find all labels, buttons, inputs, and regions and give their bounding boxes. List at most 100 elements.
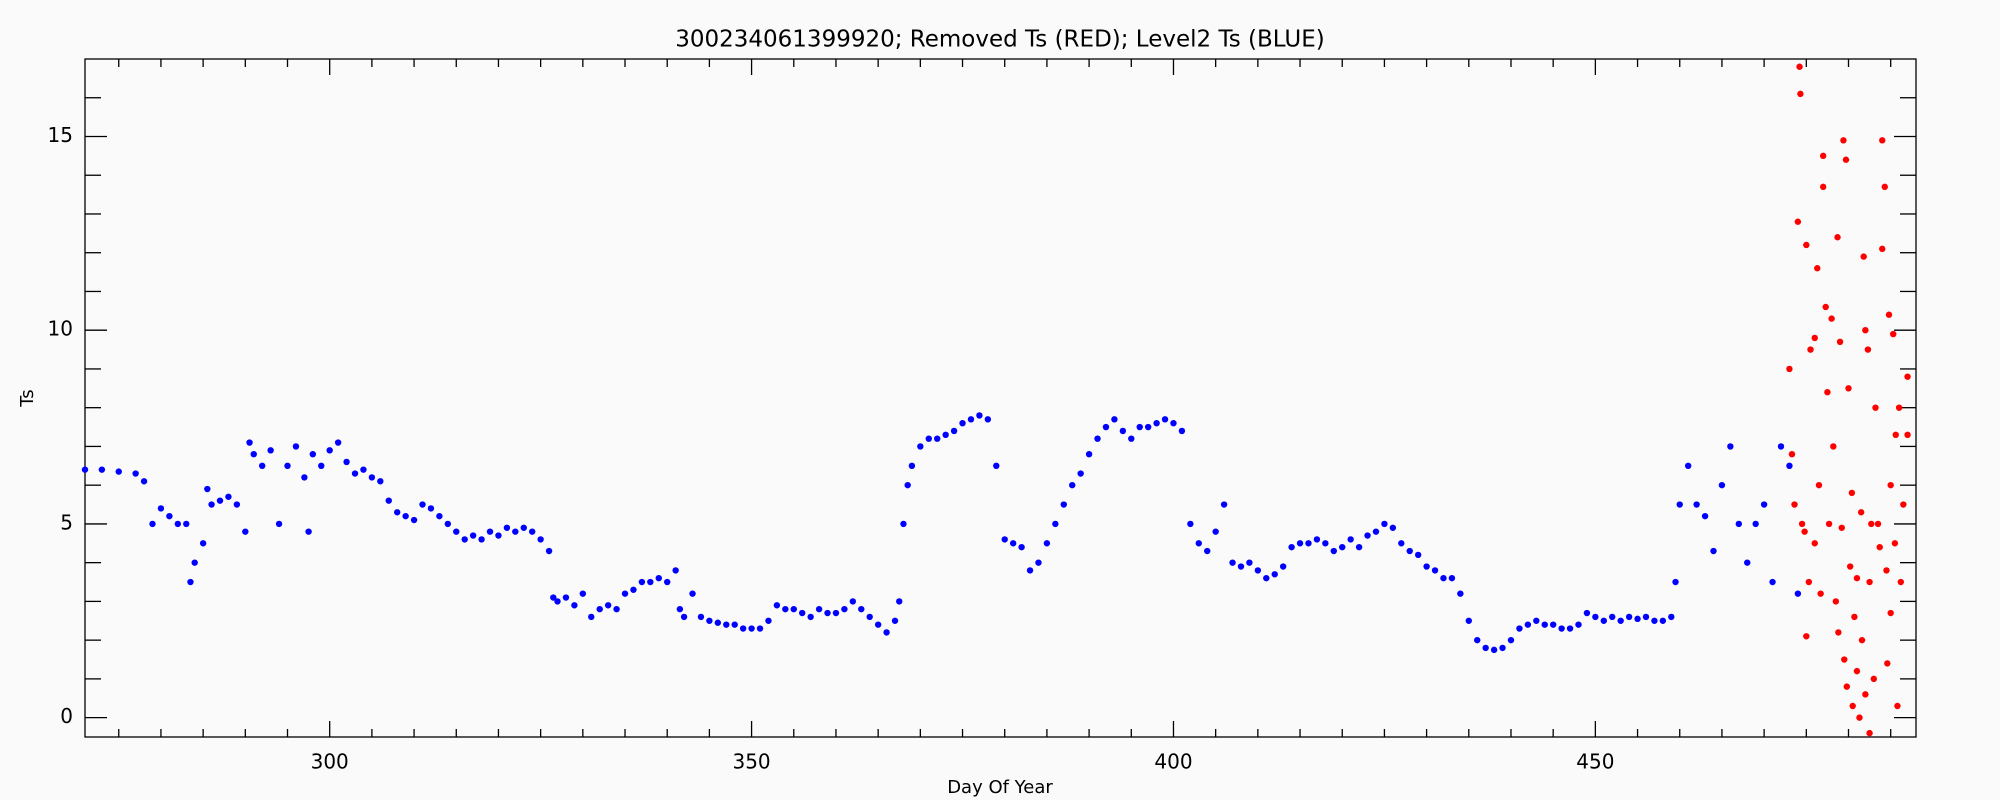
data-point [1811,334,1818,342]
data-point [613,605,620,613]
data-point [1862,691,1869,698]
data-point [942,431,949,439]
data-point [132,470,139,477]
data-point [191,559,198,566]
data-point [756,625,764,632]
data-point [1890,330,1897,338]
data-point [1296,540,1304,547]
data-point [731,621,738,628]
data-point [1819,183,1827,191]
data-point [1874,520,1882,528]
data-point [140,478,148,485]
data-point [1860,253,1867,260]
data-point [174,520,182,528]
data-point [647,578,654,586]
data-point [1220,501,1228,508]
data-point [444,520,452,528]
data-point [1786,365,1793,373]
data-point [503,524,511,531]
data-point [1490,646,1498,654]
data-point [1060,501,1067,508]
data-point [208,501,215,508]
data-point [326,447,333,454]
data-point [1891,540,1899,547]
data-point [1835,629,1842,636]
data-point [799,609,806,617]
data-point [1237,563,1245,570]
data-point [1381,520,1388,528]
data-point [1744,559,1751,566]
data-point [1904,431,1911,439]
data-point [1170,419,1177,427]
data-point [305,528,312,535]
data-point [765,617,772,624]
data-point [1822,303,1829,311]
data-point [1897,578,1905,586]
data-point [959,419,966,427]
data-point [680,613,688,621]
data-point [849,598,857,605]
data-point [1849,702,1856,710]
data-point [1111,416,1118,423]
data-point [187,578,194,586]
data-point [1322,540,1329,547]
data-point [1600,617,1608,624]
data-point [1575,621,1582,628]
data-point [1372,528,1380,535]
data-point [419,501,426,508]
data-point [1339,543,1346,551]
data-point [115,468,122,475]
data-point [1825,520,1833,528]
data-point [1541,621,1548,628]
data-point [676,605,684,613]
data-point [1864,346,1872,353]
data-point [1819,152,1827,160]
data-point [183,520,190,528]
data-point [1840,137,1847,144]
data-point [1009,540,1017,547]
data-point [1355,543,1363,551]
data-point [1178,427,1186,435]
x-tick-label: 300 [311,750,349,774]
data-point [1440,574,1447,582]
data-point [1834,234,1841,241]
data-point [309,450,317,458]
data-point [1842,156,1850,163]
data-point [1128,435,1135,442]
data-point [1153,419,1160,427]
data-point [984,416,992,423]
data-point [1848,489,1856,497]
data-point [1263,574,1270,582]
plot-frame [84,58,1917,738]
data-point [1026,567,1034,574]
data-point [1885,311,1893,318]
data-point [1845,385,1852,392]
data-point [630,586,637,593]
data-point [166,512,173,520]
data-point [1187,520,1194,528]
data-point [1457,590,1464,597]
data-point [1271,571,1278,578]
data-point [436,512,443,520]
data-point [706,617,713,624]
data-point [275,520,283,528]
data-point [377,478,384,485]
data-point [461,536,468,543]
data-point [1617,617,1624,624]
data-point [343,458,350,466]
data-point [157,505,165,512]
data-point [790,605,797,613]
data-point [1805,578,1813,586]
data-point [453,528,460,535]
x-axis-label: Day Of Year [947,777,1053,798]
data-point [204,485,211,493]
data-point [225,493,232,500]
y-tick-label: 5 [60,510,73,534]
data-point [393,509,401,516]
data-point [1094,435,1101,442]
x-tick-label: 350 [732,750,770,774]
data-point [427,505,435,512]
data-point [1651,617,1658,624]
data-point [1423,563,1430,570]
